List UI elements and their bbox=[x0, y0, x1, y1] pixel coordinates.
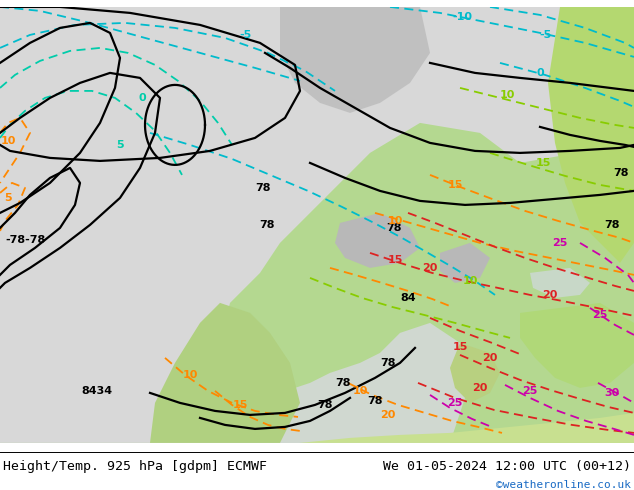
Text: 15: 15 bbox=[535, 158, 551, 168]
Text: 78: 78 bbox=[613, 168, 629, 178]
Text: 78: 78 bbox=[317, 400, 333, 410]
Text: We 01-05-2024 12:00 UTC (00+12): We 01-05-2024 12:00 UTC (00+12) bbox=[383, 460, 631, 473]
Text: 10: 10 bbox=[183, 370, 198, 380]
Text: 8434: 8434 bbox=[81, 386, 113, 396]
Text: 15: 15 bbox=[387, 255, 403, 265]
Text: 10: 10 bbox=[0, 136, 16, 146]
Text: 10: 10 bbox=[387, 216, 403, 226]
Text: 20: 20 bbox=[542, 290, 558, 300]
Text: 15: 15 bbox=[232, 400, 248, 410]
Text: Height/Temp. 925 hPa [gdpm] ECMWF: Height/Temp. 925 hPa [gdpm] ECMWF bbox=[3, 460, 267, 473]
Polygon shape bbox=[548, 7, 634, 263]
Text: 20: 20 bbox=[422, 263, 437, 273]
Polygon shape bbox=[230, 323, 470, 443]
Polygon shape bbox=[450, 343, 500, 403]
Text: 0: 0 bbox=[536, 68, 544, 78]
Text: 78: 78 bbox=[367, 396, 383, 406]
Text: 20: 20 bbox=[482, 353, 498, 363]
Text: 5: 5 bbox=[116, 140, 124, 150]
Text: 78: 78 bbox=[386, 223, 402, 233]
Polygon shape bbox=[150, 303, 300, 443]
Polygon shape bbox=[300, 413, 634, 443]
Polygon shape bbox=[0, 7, 634, 443]
Text: 78: 78 bbox=[380, 358, 396, 368]
Text: 10: 10 bbox=[500, 90, 515, 100]
Text: 78: 78 bbox=[335, 378, 351, 388]
Polygon shape bbox=[440, 243, 490, 283]
Text: ©weatheronline.co.uk: ©weatheronline.co.uk bbox=[496, 480, 631, 490]
Polygon shape bbox=[280, 7, 430, 113]
Text: 30: 30 bbox=[604, 388, 619, 398]
Text: 25: 25 bbox=[592, 310, 607, 320]
Text: 25: 25 bbox=[522, 386, 538, 396]
Polygon shape bbox=[530, 268, 590, 298]
Polygon shape bbox=[520, 303, 634, 388]
Text: 20: 20 bbox=[380, 410, 396, 420]
Text: 78: 78 bbox=[604, 220, 620, 230]
Text: 25: 25 bbox=[552, 238, 567, 248]
Text: -10: -10 bbox=[452, 12, 472, 22]
Polygon shape bbox=[335, 213, 420, 268]
Text: 20: 20 bbox=[472, 383, 488, 393]
Text: 84: 84 bbox=[400, 293, 416, 303]
Text: 10: 10 bbox=[353, 386, 368, 396]
Text: 25: 25 bbox=[448, 398, 463, 408]
Text: 0: 0 bbox=[138, 93, 146, 103]
Text: 10: 10 bbox=[462, 276, 477, 286]
Text: 5: 5 bbox=[4, 193, 12, 203]
Text: 15: 15 bbox=[452, 342, 468, 352]
Text: -5: -5 bbox=[239, 30, 251, 40]
Text: 78: 78 bbox=[259, 220, 275, 230]
Text: 15: 15 bbox=[448, 180, 463, 190]
Text: -78-78: -78-78 bbox=[5, 235, 45, 245]
Text: 78: 78 bbox=[256, 183, 271, 193]
Text: -5: -5 bbox=[539, 30, 551, 40]
